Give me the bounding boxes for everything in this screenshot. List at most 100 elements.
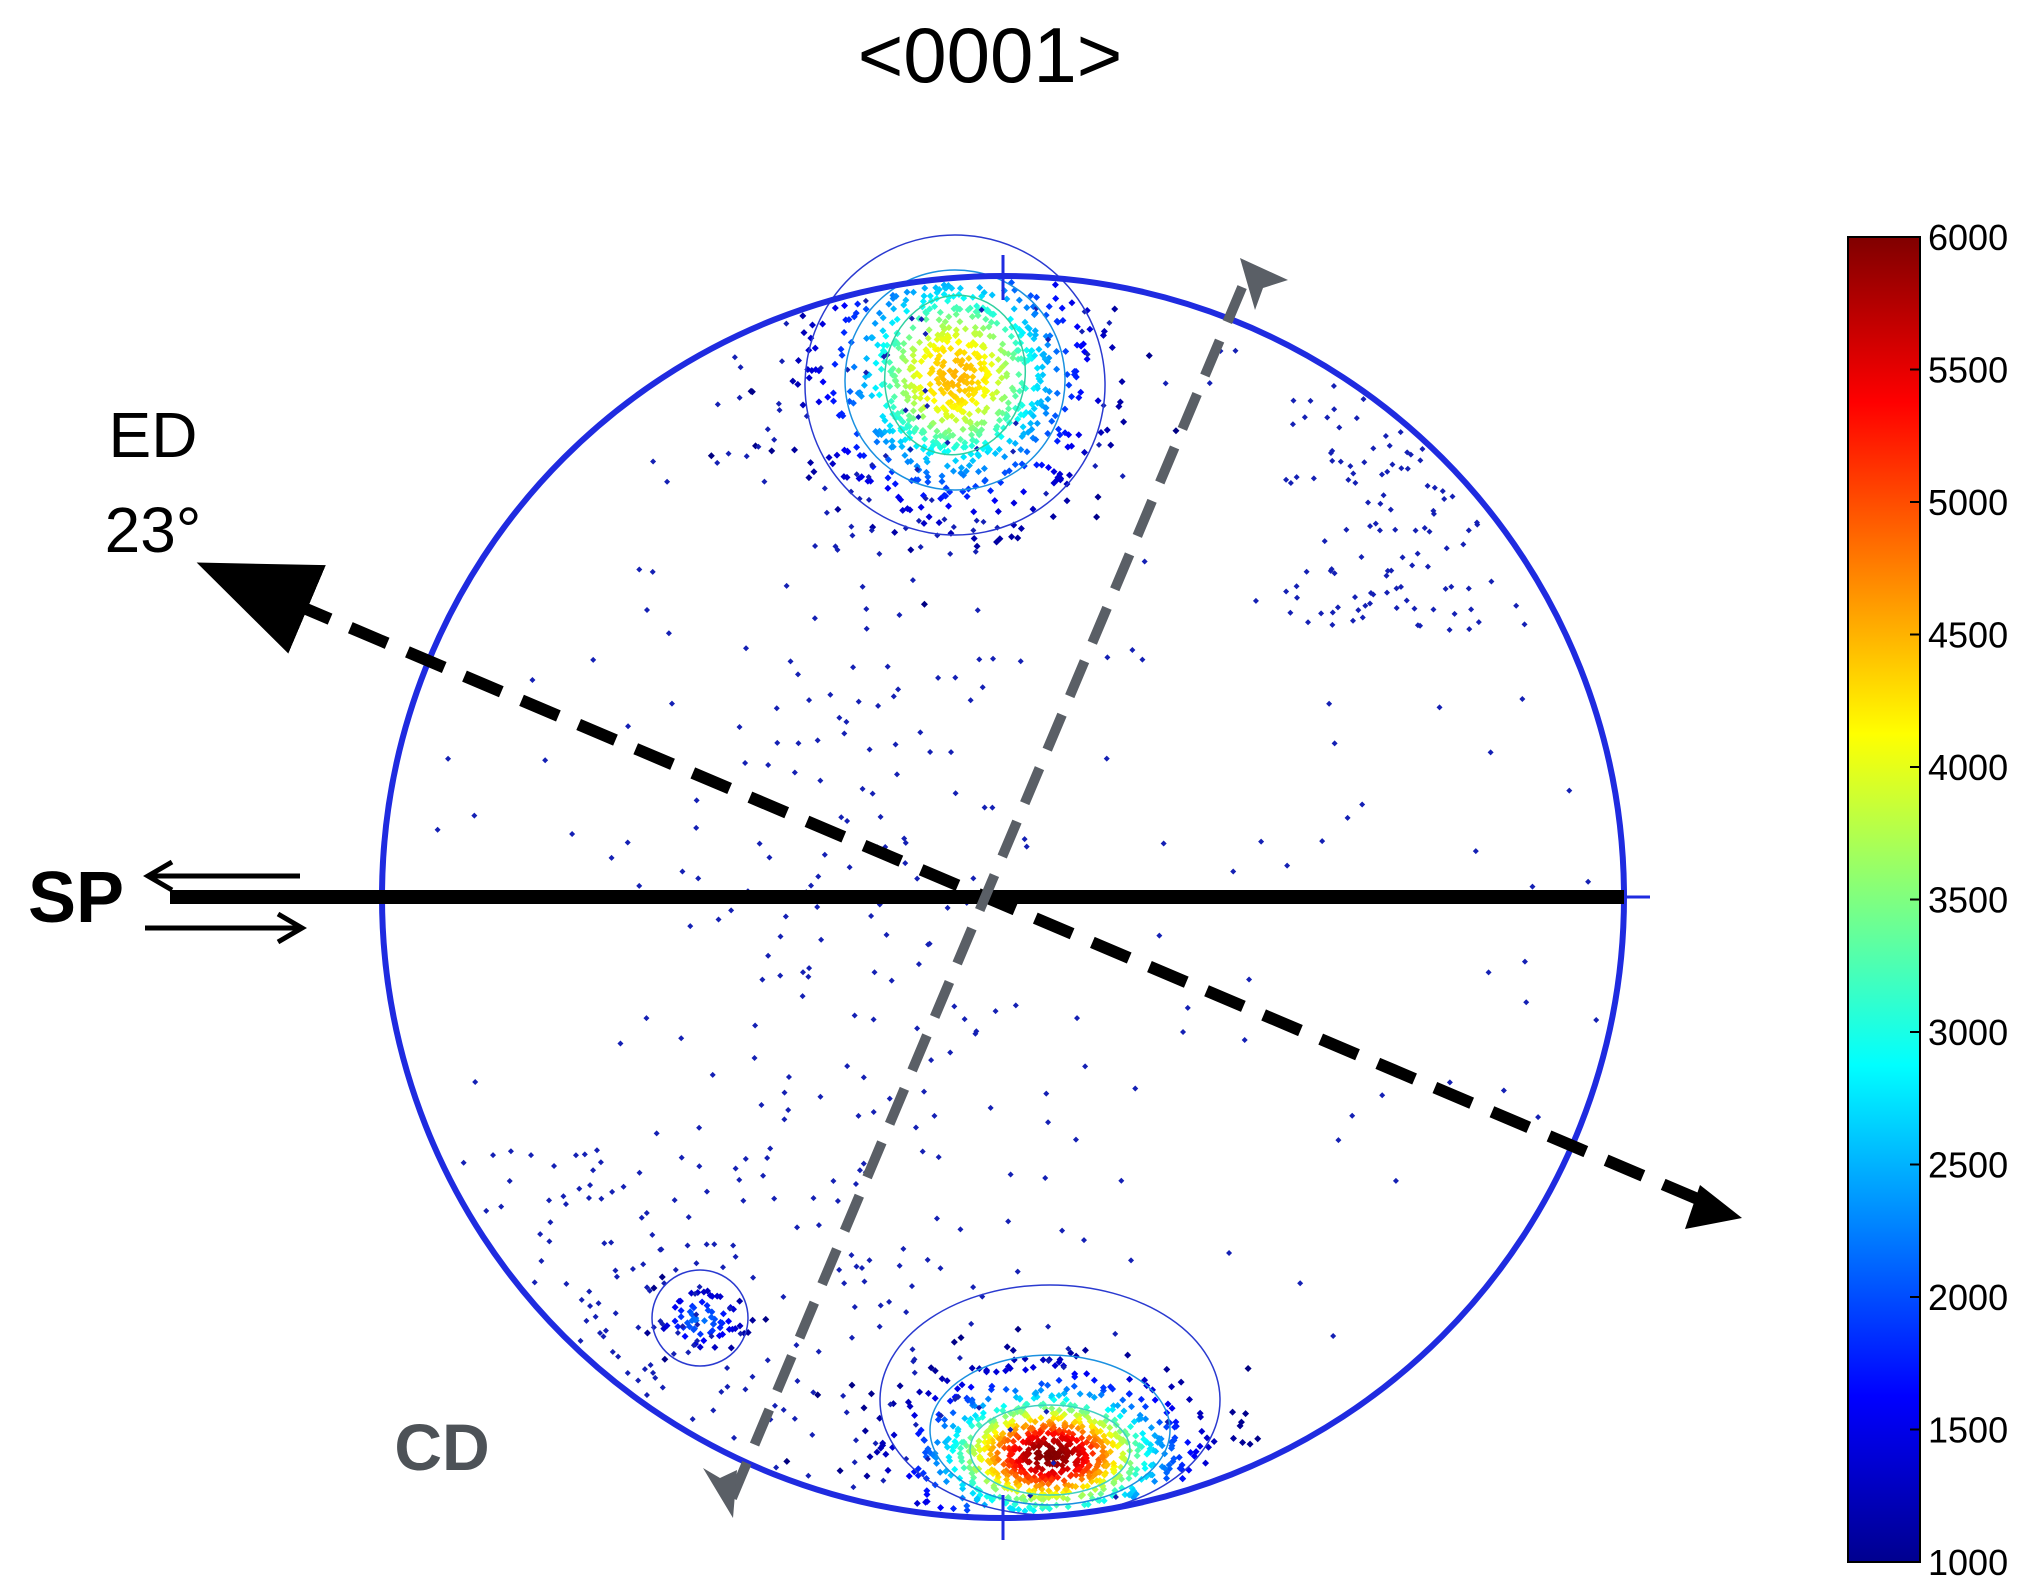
scatter-point xyxy=(990,310,998,318)
scatter-point xyxy=(730,1242,737,1249)
scatter-point xyxy=(1062,1396,1070,1404)
scatter-point xyxy=(640,1261,647,1268)
scatter-point xyxy=(597,1330,604,1337)
scatter-point xyxy=(914,1025,921,1032)
scatter-point xyxy=(1059,1227,1066,1234)
scatter-point xyxy=(1241,1037,1248,1044)
scatter-point xyxy=(937,1265,944,1272)
scatter-point xyxy=(965,462,973,470)
scatter-point xyxy=(979,1409,987,1417)
scatter-point xyxy=(1096,1468,1104,1476)
colorbar-tick-label: 6000 xyxy=(1928,217,2008,258)
scatter-point xyxy=(1074,1465,1082,1473)
scatter-point xyxy=(643,1392,650,1399)
scatter-point xyxy=(956,284,964,292)
contour-line xyxy=(969,1404,1131,1496)
scatter-point xyxy=(863,1472,871,1480)
scatter-point xyxy=(948,749,955,756)
scatter-point xyxy=(690,1326,698,1334)
scatter-point xyxy=(995,1456,1003,1464)
scatter-point xyxy=(1156,932,1163,939)
contour-line xyxy=(804,234,1106,536)
scatter-point xyxy=(1026,1504,1034,1512)
scatter-point xyxy=(1077,1492,1085,1500)
scatter-point xyxy=(970,875,977,882)
scatter-point xyxy=(1029,505,1037,513)
scatter-point xyxy=(1119,1396,1127,1404)
scatter-point xyxy=(958,408,966,416)
scatter-point xyxy=(911,1369,918,1376)
scatter-point xyxy=(765,762,772,769)
scatter-point xyxy=(872,359,880,367)
scatter-point xyxy=(1043,490,1050,497)
scatter-point xyxy=(983,306,991,314)
scatter-point xyxy=(1061,1421,1069,1429)
scatter-point xyxy=(1487,749,1494,756)
scatter-point xyxy=(1421,525,1428,532)
scatter-point xyxy=(1081,448,1089,456)
scatter-point xyxy=(791,1415,798,1422)
scatter-point xyxy=(902,860,909,867)
scatter-point xyxy=(985,445,993,453)
scatter-point xyxy=(1360,396,1367,403)
scatter-point xyxy=(921,1088,928,1095)
scatter-point xyxy=(1113,1432,1121,1440)
scatter-point xyxy=(1176,1464,1184,1472)
scatter-point xyxy=(696,1283,703,1290)
scatter-point xyxy=(1137,1414,1145,1422)
scatter-point xyxy=(1500,1087,1507,1094)
scatter-point xyxy=(776,407,783,414)
scatter-point xyxy=(910,399,918,407)
scatter-point xyxy=(1162,380,1169,387)
scatter-point xyxy=(1100,327,1108,335)
scatter-point xyxy=(726,1305,733,1312)
scatter-point xyxy=(848,1334,855,1341)
ed-arrowhead-upper xyxy=(240,572,295,616)
scatter-point xyxy=(1072,373,1080,381)
scatter-point xyxy=(1171,1423,1179,1431)
scatter-point xyxy=(1361,459,1368,466)
scatter-point xyxy=(1178,1474,1186,1482)
scatter-point xyxy=(933,375,941,383)
scatter-point xyxy=(1441,496,1448,503)
scatter-point xyxy=(1017,446,1025,454)
scatter-point xyxy=(944,297,952,305)
scatter-point xyxy=(967,424,975,432)
scatter-point xyxy=(703,1241,710,1248)
scatter-point xyxy=(1023,448,1031,456)
scatter-point xyxy=(1397,583,1404,590)
scatter-point xyxy=(983,1368,991,1376)
scatter-point xyxy=(945,324,953,332)
scatter-point xyxy=(1380,492,1387,499)
scatter-point xyxy=(1075,431,1083,439)
scatter-point xyxy=(1027,292,1035,300)
scatter-point xyxy=(846,864,853,871)
scatter-point xyxy=(1133,1452,1141,1460)
scatter-point xyxy=(1052,1410,1060,1418)
colorbar-tick-label: 4000 xyxy=(1928,747,2008,788)
scatter-point xyxy=(957,1334,965,1342)
scatter-point xyxy=(1120,418,1128,426)
colorbar-tick-label: 3000 xyxy=(1928,1012,2008,1053)
scatter-point xyxy=(1099,1454,1107,1462)
scatter-point xyxy=(1004,399,1012,407)
scatter-point xyxy=(1081,1237,1088,1244)
scatter-point xyxy=(1030,405,1038,413)
scatter-point xyxy=(569,830,576,837)
scatter-point xyxy=(954,338,962,346)
scatter-point xyxy=(1116,398,1124,406)
scatter-point xyxy=(917,1426,925,1434)
scatter-point xyxy=(922,315,930,323)
scatter-point xyxy=(968,396,976,404)
scatter-point xyxy=(955,291,963,299)
scatter-point xyxy=(742,1386,749,1393)
scatter-point xyxy=(991,497,999,505)
scatter-point xyxy=(870,1016,877,1023)
scatter-point xyxy=(899,418,907,426)
scatter-point xyxy=(1163,1474,1171,1482)
scatter-point xyxy=(1372,520,1379,527)
scatter-point xyxy=(958,1438,966,1446)
scatter-point xyxy=(1386,442,1393,449)
scatter-point xyxy=(1065,431,1073,439)
sp-label: SP xyxy=(28,858,124,938)
